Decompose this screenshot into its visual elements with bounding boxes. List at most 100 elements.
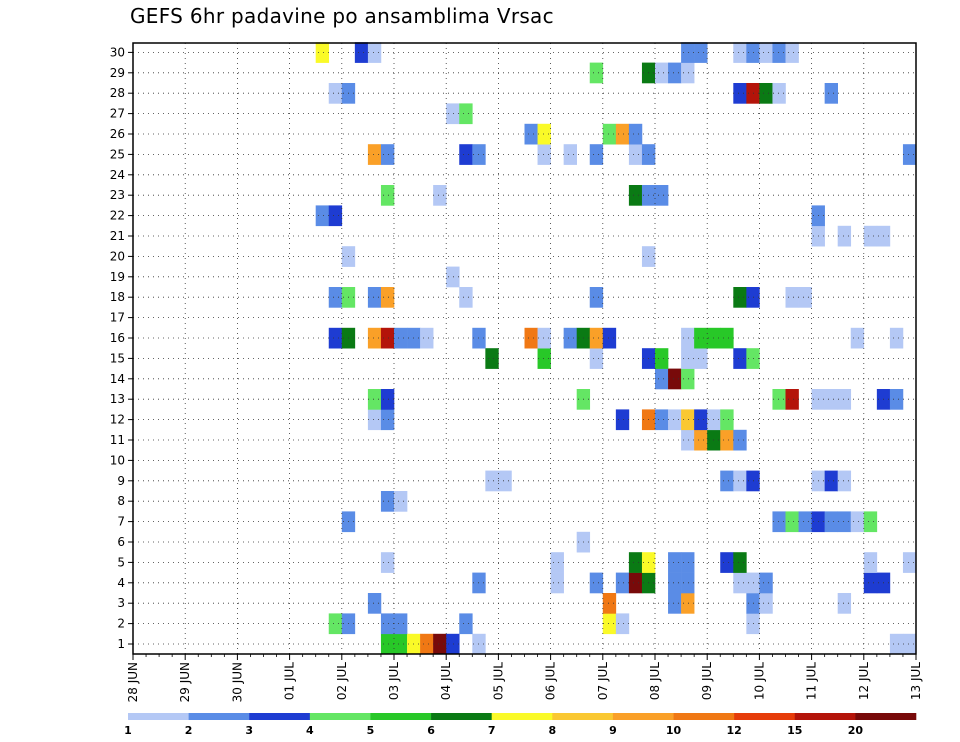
heatmap-cell [485,348,499,369]
heatmap-cell [655,348,669,369]
colorbar-label: 4 [306,724,314,737]
heatmap-cell [694,42,708,63]
colorbar-label: 5 [367,724,375,737]
heatmap-cell [785,287,799,308]
heatmap-cell [380,287,395,308]
heatmap-cell [824,470,838,492]
heatmap-cell [367,144,382,165]
heatmap-cell [394,491,408,512]
heatmap-cell [720,327,734,349]
heatmap-cell [720,552,734,573]
y-tick-label: 23 [110,188,125,202]
heatmap-cell [733,552,747,573]
colorbar-swatch [552,713,614,720]
heatmap-cell [681,327,695,349]
heatmap-cell [433,185,447,206]
y-tick-label: 11 [110,433,125,447]
x-tick-label: 12 JUL [857,662,871,700]
heatmap-cell [446,633,460,655]
x-tick-label: 01 JUL [283,662,297,700]
heatmap-cell [681,409,695,431]
y-tick-label: 22 [110,209,125,223]
heatmap-cell [380,327,395,349]
y-tick-label: 25 [110,147,125,161]
heatmap-cell [498,470,512,492]
colorbar-swatch [309,713,371,720]
y-tick-label: 13 [110,392,125,406]
heatmap-cell [824,389,838,410]
heatmap-cell [628,144,643,165]
heatmap-cell [602,327,617,349]
heatmap-cell [720,409,734,431]
heatmap-cell [720,429,734,451]
heatmap-cell [733,572,747,594]
heatmap-cell [615,613,630,635]
y-tick-label: 12 [110,413,125,427]
colorbar-label: 2 [185,724,193,737]
heatmap-cell [602,123,617,145]
y-tick-label: 24 [110,168,125,182]
heatmap-cell [837,511,852,533]
heatmap-cell [615,123,630,145]
heatmap-cell [694,409,708,431]
heatmap-cell [798,511,812,533]
heatmap-cell [759,593,773,614]
x-tick-label: 06 JUL [544,662,558,700]
heatmap-cell [837,225,852,247]
y-tick-label: 10 [110,453,125,467]
x-tick-label: 07 JUL [596,662,610,700]
heatmap-cell [446,103,460,125]
y-tick-label: 7 [117,515,125,529]
colorbar-swatch [855,713,917,720]
heatmap-cell [889,633,904,655]
heatmap-cell [380,144,395,165]
heatmap-cell [668,552,682,573]
heatmap-cell [772,511,786,533]
heatmap-cell [655,368,669,390]
heatmap-cell [785,42,799,63]
heatmap-cell [902,144,917,165]
heatmap-cell [655,409,669,431]
colorbar-label: 3 [245,724,253,737]
y-tick-label: 5 [117,555,125,569]
heatmap-cell [589,572,604,594]
heatmap-cell [563,327,577,349]
heatmap-cell [668,409,682,431]
colorbar-label: 8 [548,724,556,737]
heatmap-cell [902,633,917,655]
heatmap-cell [420,327,434,349]
heatmap-cell [328,613,343,635]
y-tick-label: 28 [110,86,125,100]
x-tick-label: 08 JUL [648,662,662,700]
heatmap-cell [863,572,878,594]
heatmap-cell [772,389,786,410]
heatmap-cell [589,144,604,165]
heatmap-cell [772,42,786,63]
heatmap-cell [524,123,538,145]
y-tick-label: 1 [117,637,125,651]
heatmap-cell [889,327,904,349]
heatmap-cell [537,144,551,165]
heatmap-cell [328,83,343,104]
heatmap-cell [850,511,865,533]
heatmap-cell [433,633,447,655]
heatmap-cell [655,62,669,84]
colorbar-swatch [673,713,735,720]
heatmap-cell [668,593,682,614]
y-tick-label: 17 [110,311,125,325]
heatmap-cell [824,511,838,533]
colorbar-label: 1 [124,724,132,737]
heatmap-cell [681,429,695,451]
heatmap-cell [315,205,330,227]
heatmap-cell [733,470,747,492]
x-tick-label: 09 JUL [700,662,714,700]
x-tick-label: 03 JUL [387,662,401,700]
heatmap-cell [394,633,408,655]
y-tick-label: 9 [117,474,125,488]
heatmap-cell [668,572,682,594]
colorbar-label: 12 [726,724,741,737]
y-tick-label: 21 [110,229,125,243]
heatmap-cell [589,62,604,84]
heatmap-cell [394,613,408,635]
